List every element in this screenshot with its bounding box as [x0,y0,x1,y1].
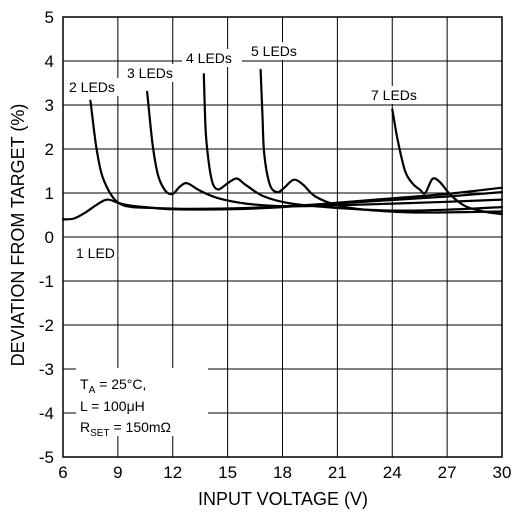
series-line-2-leds [89,99,504,210]
y-axis-title: DEVIATION FROM TARGET (%) [8,104,28,367]
y-tick-label: 2 [45,140,54,159]
y-tick-label: 3 [45,96,54,115]
y-tick-label: 1 [45,184,54,203]
x-tick-label: 30 [493,463,512,482]
x-tick-labels: 6 9 12 15 18 21 24 27 30 [58,463,511,482]
series-line-7-leds [391,108,504,216]
y-tick-label: -1 [39,272,54,291]
x-tick-label: 15 [218,463,237,482]
series-line-4-leds [202,73,504,212]
x-axis-title: INPUT VOLTAGE (V) [198,489,368,509]
y-tick-label: -5 [39,448,54,467]
series-line-5-leds [259,68,504,214]
label-bg [367,86,427,104]
y-tick-label: -3 [39,360,54,379]
label-bg [64,78,122,96]
y-tick-label: 5 [45,8,54,27]
x-tick-label: 12 [163,463,182,482]
y-tick-label: -2 [39,316,54,335]
condition-rset: RSET = 150mΩ [80,419,171,439]
label-bg [182,49,242,67]
series-layer [61,68,504,221]
series-line-3-leds [146,90,504,208]
series-label-1-led: 1 LED [76,245,115,261]
series-labels: 2 LEDs 3 LEDs 4 LEDs 5 LEDs 7 LEDs 1 LED [64,42,427,261]
y-tick-label: 0 [45,228,54,247]
label-bg [247,42,307,60]
condition-inductance: L = 100μH [80,398,145,414]
label-bg [122,64,182,82]
y-tick-label: -4 [39,404,54,423]
series-label-4-leds: 4 LEDs [186,50,232,66]
series-label-3-leds: 3 LEDs [127,65,173,81]
x-tick-label: 24 [383,463,402,482]
series-label-7-leds: 7 LEDs [371,87,417,103]
x-tick-label: 27 [438,463,457,482]
x-tick-label: 21 [328,463,347,482]
series-label-2-leds: 2 LEDs [69,79,115,95]
x-tick-label: 18 [273,463,292,482]
series-label-5-leds: 5 LEDs [251,43,297,59]
y-tick-label: 4 [45,52,54,71]
conditions-bg [76,368,208,436]
plot-frame [62,16,503,458]
x-tick-label: 9 [113,463,122,482]
y-tick-labels: 5 4 3 2 1 0 -1 -2 -3 -4 -5 [39,8,54,467]
condition-ta: TA = 25°C, [80,376,146,396]
conditions-note: TA = 25°C, L = 100μH RSET = 150mΩ [76,368,208,439]
x-tick-label: 6 [58,463,67,482]
